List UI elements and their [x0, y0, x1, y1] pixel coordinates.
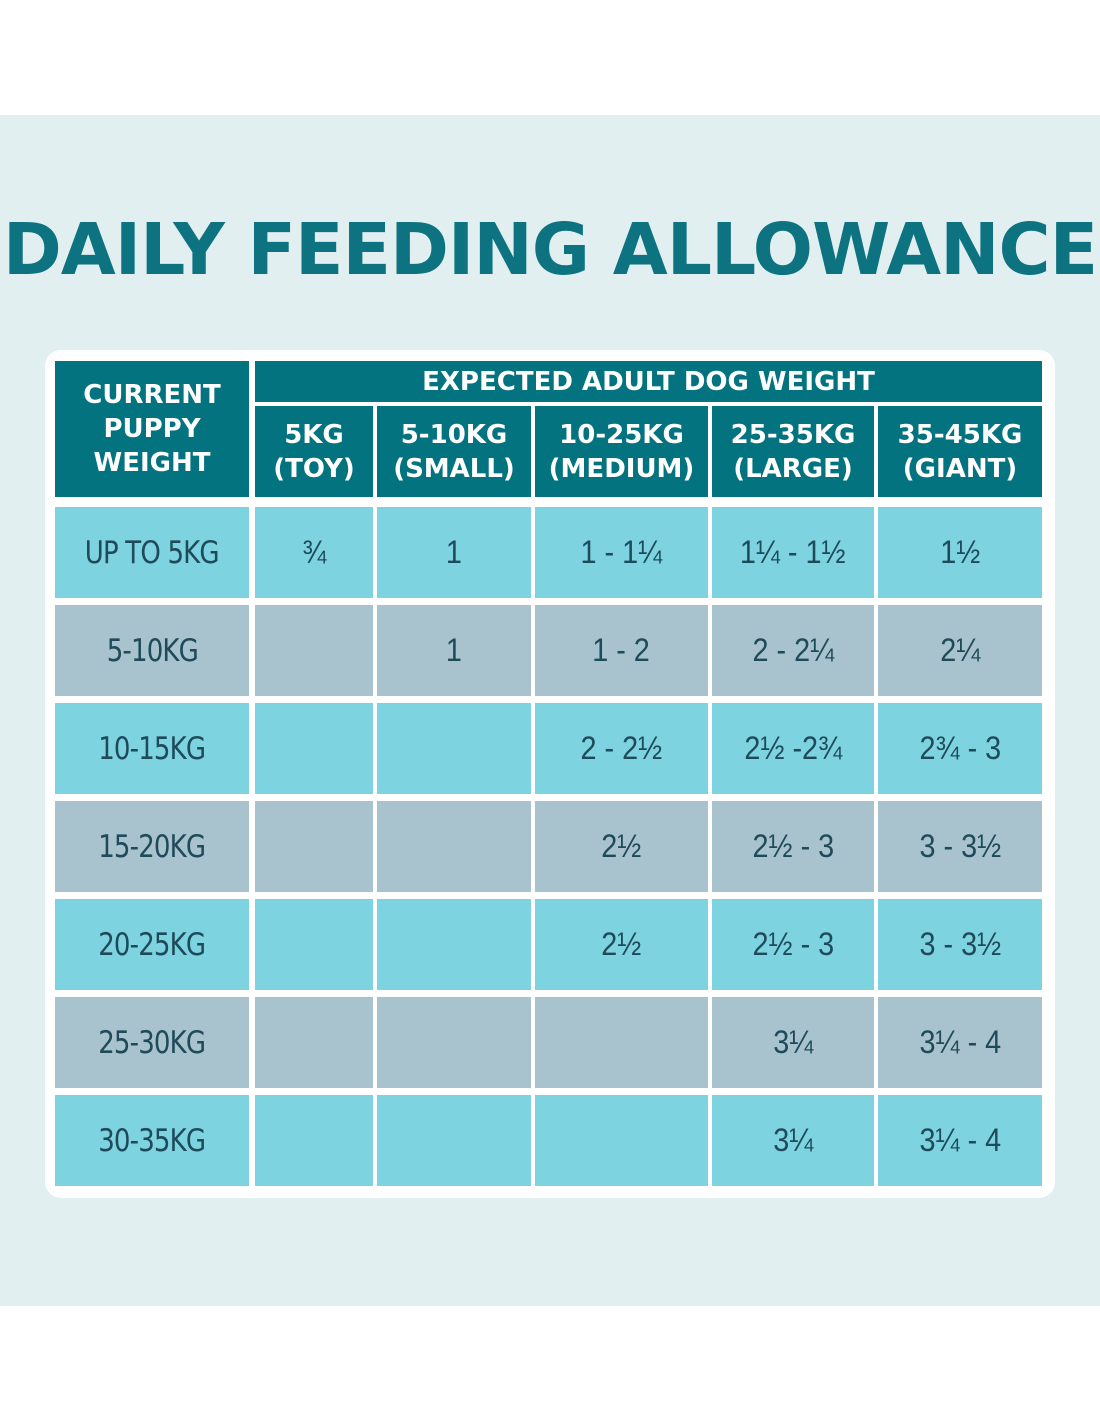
column-header-size: (TOY) [273, 453, 355, 484]
column-header-size: (LARGE) [733, 453, 853, 484]
table-cell [255, 703, 373, 794]
column-header-size: (MEDIUM) [548, 453, 695, 484]
row-label-text: 30-35KG [98, 1122, 206, 1159]
table-cell: 2½ [535, 899, 708, 990]
column-header-large: 25-35KG (LARGE) [712, 406, 874, 497]
table-cell-value: 1 - 1¼ [580, 534, 663, 570]
table-cell: 1 - 2 [535, 605, 708, 696]
table-cell: 2½ - 3 [712, 899, 874, 990]
corner-header-line: CURRENT [83, 380, 221, 410]
table-cell: 2 - 2¼ [712, 605, 874, 696]
row-label: 20-25KG [55, 899, 249, 990]
table-cell [255, 605, 373, 696]
table-cell [377, 899, 531, 990]
row-label-text: 25-30KG [98, 1024, 206, 1061]
row-label: 5-10KG [55, 605, 249, 696]
table-cell: 3¼ [712, 1095, 874, 1186]
table-cell [377, 1095, 531, 1186]
row-label-text: 10-15KG [98, 730, 206, 767]
row-label-text: 15-20KG [98, 828, 206, 865]
table-cell [535, 1095, 708, 1186]
column-header-small: 5-10KG (SMALL) [377, 406, 531, 497]
table-cell: 3 - 3½ [878, 801, 1042, 892]
table-cell-value: 2¾ - 3 [919, 730, 1001, 766]
table-cell [377, 997, 531, 1088]
table-cell: 1 - 1¼ [535, 507, 708, 598]
table-cell [377, 703, 531, 794]
table-cell: ¾ [255, 507, 373, 598]
corner-header-line: PUPPY [103, 414, 201, 444]
table-cell-value: 2½ [601, 926, 642, 962]
table-cell: 2½ - 3 [712, 801, 874, 892]
table-cell: 2½ -2¾ [712, 703, 874, 794]
row-label: 15-20KG [55, 801, 249, 892]
table-cell-value: 1¼ - 1½ [740, 534, 846, 570]
table-cell: 1½ [878, 507, 1042, 598]
column-header-weight: 25-35KG [730, 419, 856, 450]
table-cell: 2½ [535, 801, 708, 892]
table-cell: 1 [377, 605, 531, 696]
table-cell: 3¼ - 4 [878, 1095, 1042, 1186]
row-label: 25-30KG [55, 997, 249, 1088]
table-cell: 2¼ [878, 605, 1042, 696]
column-header-size: (SMALL) [393, 453, 515, 484]
table-cell-value: 1½ [939, 534, 981, 570]
column-header-size: (GIANT) [902, 453, 1018, 484]
table-cell [255, 801, 373, 892]
row-label-text: 20-25KG [98, 926, 206, 963]
row-label: UP TO 5KG [55, 507, 249, 598]
column-header-medium: 10-25KG (MEDIUM) [535, 406, 708, 497]
table-cell: 2¾ - 3 [878, 703, 1042, 794]
table-cell-value: 2½ [601, 828, 642, 864]
table-cell-value: 3¼ [772, 1122, 814, 1158]
group-header: EXPECTED ADULT DOG WEIGHT [255, 361, 1042, 402]
table-cell: 2 - 2½ [535, 703, 708, 794]
column-header-weight: 5KG [284, 419, 344, 450]
row-label: 10-15KG [55, 703, 249, 794]
table-cell-value: 3¼ - 4 [919, 1024, 1001, 1060]
table-cell-value: 3¼ [772, 1024, 814, 1060]
table-cell-value: 2½ - 3 [752, 828, 834, 864]
table-cell: 1 [377, 507, 531, 598]
corner-header: CURRENT PUPPY WEIGHT [55, 361, 249, 497]
table-cell [255, 997, 373, 1088]
page-title: DAILY FEEDING ALLOWANCE [2, 208, 1098, 291]
table-cell [255, 899, 373, 990]
table-cell-value: 2½ - 3 [752, 926, 834, 962]
table-cell-value: 2 - 2½ [580, 730, 663, 766]
corner-header-line: WEIGHT [93, 448, 211, 478]
table-cell-value: 3 - 3½ [919, 828, 1001, 864]
table-cell [377, 801, 531, 892]
table-cell-value: 2½ -2¾ [744, 730, 842, 766]
table-cell-value: 2¼ [939, 632, 981, 668]
table-cell: 3 - 3½ [878, 899, 1042, 990]
row-label: 30-35KG [55, 1095, 249, 1186]
table-cell [535, 997, 708, 1088]
table-cell-value: 3 - 3½ [919, 926, 1001, 962]
table-cell: 3¼ - 4 [878, 997, 1042, 1088]
table-cell-value: 1 [445, 632, 463, 668]
table-cell: 1¼ - 1½ [712, 507, 874, 598]
column-header-giant: 35-45KG (GIANT) [878, 406, 1042, 497]
table-cell-value: 1 - 2 [592, 632, 651, 668]
column-header-weight: 5-10KG [400, 419, 508, 450]
table-cell-value: 1 [445, 534, 463, 570]
table-cell: 3¼ [712, 997, 874, 1088]
column-header-weight: 35-45KG [897, 419, 1023, 450]
row-label-text: 5-10KG [106, 632, 198, 669]
table-cell-value: ¾ [301, 534, 327, 570]
row-label-text: UP TO 5KG [84, 534, 220, 571]
group-header-label: EXPECTED ADULT DOG WEIGHT [422, 366, 875, 397]
table-cell [255, 1095, 373, 1186]
table-cell-value: 3¼ - 4 [919, 1122, 1001, 1158]
table-cell-value: 2 - 2¼ [752, 632, 834, 668]
column-header-toy: 5KG (TOY) [255, 406, 373, 497]
column-header-weight: 10-25KG [559, 419, 684, 450]
